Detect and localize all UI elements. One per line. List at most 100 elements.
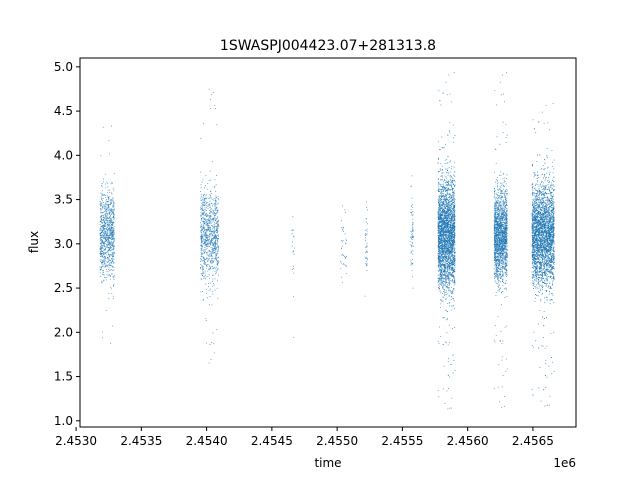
data-point: [412, 238, 414, 240]
data-point: [100, 248, 102, 250]
data-point: [108, 207, 110, 209]
data-point: [445, 276, 447, 278]
data-point: [439, 232, 441, 234]
data-point: [446, 237, 448, 239]
data-point: [447, 303, 449, 304]
data-point: [112, 232, 113, 233]
data-point: [111, 213, 112, 215]
data-point: [448, 212, 450, 214]
data-point: [454, 225, 455, 227]
data-point: [101, 206, 103, 207]
data-point: [448, 288, 450, 290]
data-point: [341, 254, 343, 256]
data-point: [214, 237, 215, 239]
data-point: [452, 189, 454, 191]
data-point: [101, 239, 103, 241]
data-point: [212, 250, 214, 252]
data-point: [449, 231, 451, 233]
data-point: [104, 208, 106, 210]
data-point: [112, 187, 114, 189]
data-point: [449, 196, 451, 198]
data-point: [101, 194, 103, 196]
data-point: [446, 180, 448, 182]
data-point: [109, 241, 111, 243]
data-point: [447, 202, 449, 204]
data-point: [208, 229, 209, 231]
data-point: [448, 251, 450, 253]
data-point: [448, 282, 450, 284]
data-point: [367, 263, 368, 265]
data-point: [444, 200, 446, 202]
data-point: [208, 258, 210, 260]
data-point: [448, 236, 450, 238]
data-point: [208, 219, 210, 221]
data-point: [450, 219, 452, 221]
data-point: [440, 273, 441, 275]
data-point: [101, 185, 103, 187]
data-point: [442, 388, 444, 390]
data-point: [445, 260, 447, 262]
data-point: [215, 204, 217, 206]
data-point: [215, 253, 217, 255]
data-point: [451, 280, 453, 282]
data-point: [100, 240, 102, 242]
data-point: [217, 234, 219, 236]
data-point: [200, 222, 201, 224]
data-point: [208, 222, 210, 224]
data-point: [205, 215, 207, 217]
data-point: [202, 253, 203, 255]
data-point: [454, 255, 456, 256]
data-point: [440, 189, 442, 191]
data-point: [110, 286, 112, 288]
data-point: [448, 246, 450, 248]
data-point: [201, 213, 203, 215]
data-point: [442, 277, 444, 279]
data-point: [451, 276, 453, 277]
data-point: [101, 217, 102, 219]
data-point: [437, 254, 439, 256]
data-point: [443, 265, 445, 267]
data-point: [438, 218, 440, 220]
data-point: [293, 236, 295, 238]
data-point: [342, 239, 344, 241]
data-point: [445, 230, 446, 232]
data-point: [102, 245, 104, 247]
data-point: [452, 229, 454, 231]
data-point: [453, 217, 455, 219]
data-point: [215, 190, 217, 192]
data-point: [453, 212, 455, 214]
data-point: [100, 244, 102, 246]
data-point: [440, 276, 442, 278]
data-point: [215, 200, 217, 202]
data-point: [214, 179, 216, 181]
data-point: [207, 228, 209, 230]
data-point: [205, 228, 207, 230]
data-point: [209, 245, 210, 247]
data-point: [442, 204, 444, 206]
data-point: [108, 243, 109, 245]
data-point: [213, 232, 215, 234]
data-point: [447, 253, 449, 255]
data-point: [209, 260, 211, 261]
data-point: [439, 219, 441, 221]
data-point: [107, 236, 109, 237]
data-point: [217, 210, 219, 212]
data-point: [215, 199, 216, 201]
data-point: [442, 270, 444, 272]
data-point: [204, 232, 206, 234]
data-point: [104, 238, 106, 240]
data-point: [450, 259, 452, 261]
data-point: [110, 245, 112, 247]
data-point: [411, 236, 413, 238]
data-point: [214, 105, 216, 106]
data-point: [445, 225, 447, 227]
data-point: [449, 179, 451, 181]
data-point: [104, 233, 106, 235]
data-point: [102, 250, 104, 252]
data-point: [449, 265, 450, 266]
data-point: [452, 260, 454, 262]
data-point: [110, 228, 112, 230]
data-point: [113, 214, 115, 216]
data-point: [213, 218, 215, 220]
data-point: [441, 215, 443, 216]
